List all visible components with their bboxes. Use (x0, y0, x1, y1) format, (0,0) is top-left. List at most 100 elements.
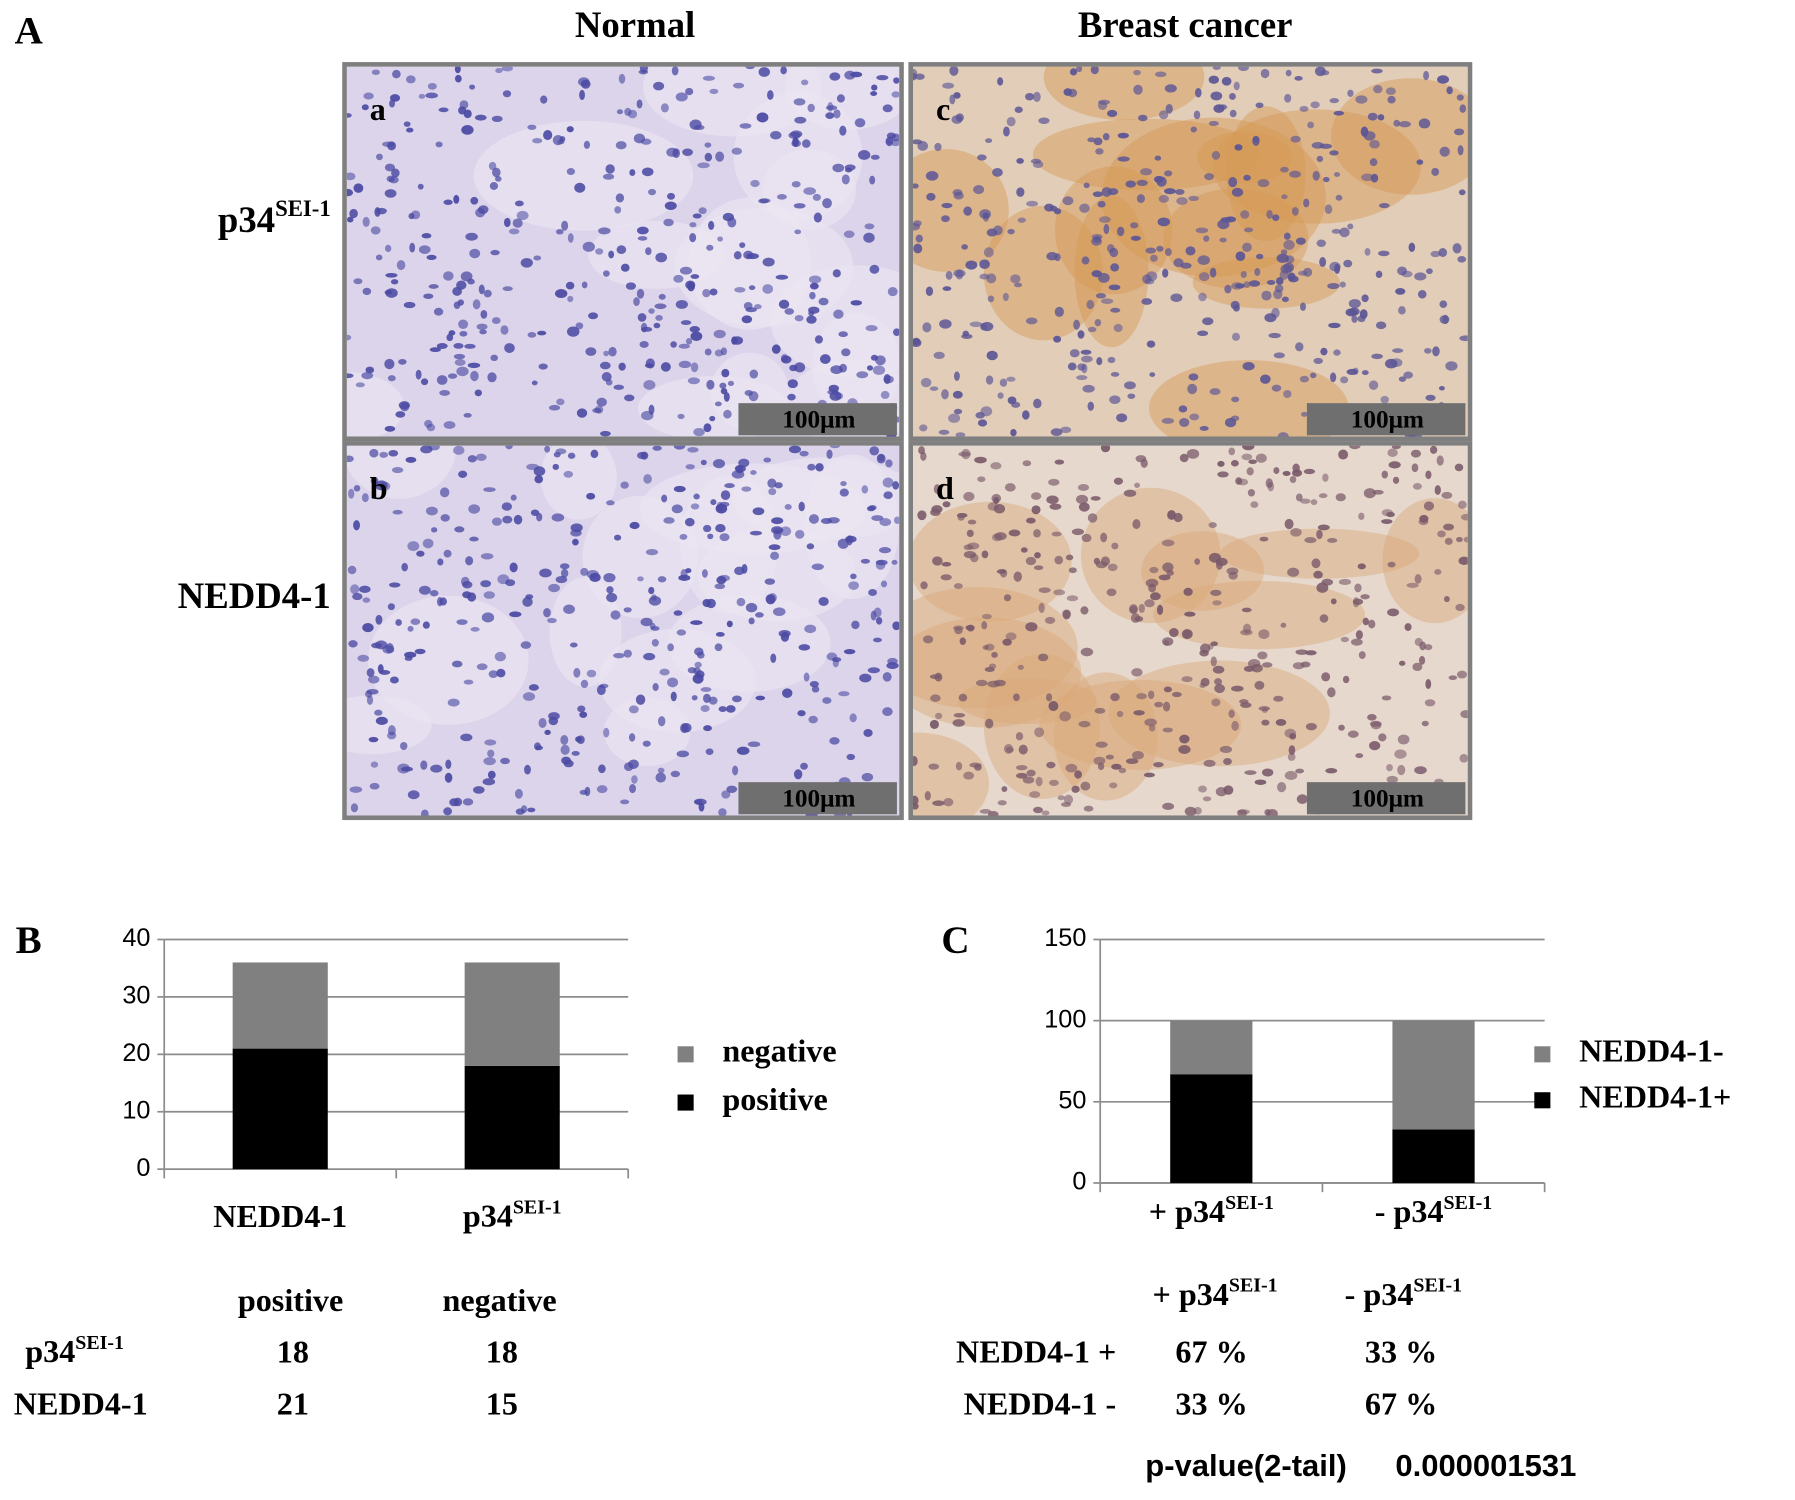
nucleus (1163, 640, 1170, 646)
nucleus (353, 278, 363, 285)
nucleus (1116, 710, 1124, 718)
nucleus (679, 533, 688, 540)
nucleus (677, 413, 685, 420)
nucleus (1417, 289, 1427, 299)
nucleus (1154, 155, 1162, 161)
nucleus (1261, 719, 1270, 726)
nucleus (673, 445, 686, 450)
nucleus (775, 274, 789, 280)
nucleus (1180, 262, 1192, 269)
nucleus (1283, 239, 1295, 250)
nucleus (431, 527, 438, 533)
nucleus (469, 84, 476, 90)
nucleus (371, 69, 380, 75)
nucleus (1231, 396, 1240, 403)
x-tick-label-sup: SEI-1 (513, 1196, 562, 1218)
nucleus (709, 288, 718, 296)
nucleus (844, 167, 853, 173)
nucleus (487, 770, 496, 779)
nucleus (857, 150, 871, 160)
nucleus (1295, 237, 1306, 245)
nucleus (641, 410, 654, 421)
nucleus (574, 182, 586, 193)
nucleus (1149, 254, 1158, 262)
nucleus (1038, 653, 1049, 662)
nucleus (811, 563, 824, 571)
nucleus (501, 66, 513, 72)
tissue-region (1141, 531, 1265, 611)
nucleus (1050, 428, 1063, 436)
nucleus (1002, 292, 1009, 302)
nucleus (1033, 398, 1042, 409)
nucleus (794, 116, 807, 124)
nucleus (715, 523, 726, 533)
nucleus (384, 163, 396, 172)
nucleus (603, 727, 610, 738)
nucleus (1457, 256, 1467, 263)
nucleus (741, 315, 753, 324)
nucleus (771, 517, 784, 525)
micrograph-border (342, 62, 904, 442)
nucleus (1425, 268, 1433, 275)
nucleus (882, 672, 892, 682)
tissue-region (1074, 195, 1149, 348)
nucleus (693, 667, 701, 675)
nucleus (1210, 656, 1217, 667)
panel-label: C (941, 919, 969, 962)
nucleus (1333, 110, 1345, 116)
x-tick-label: - p34SEI-1 (1375, 1191, 1492, 1229)
nucleus (1165, 104, 1173, 114)
nucleus (942, 82, 955, 89)
nucleus (736, 597, 746, 607)
nucleus (893, 77, 900, 84)
micrograph-border (908, 62, 1473, 442)
nucleus (718, 706, 727, 713)
nucleus (771, 344, 781, 354)
nucleus (465, 556, 474, 566)
nucleus (1419, 641, 1427, 651)
nucleus (1219, 745, 1233, 754)
nucleus (748, 285, 756, 291)
nucleus (461, 125, 474, 135)
nucleus (516, 210, 529, 221)
legend-swatch (1534, 1092, 1551, 1109)
nucleus (1285, 69, 1292, 77)
nucleus (488, 670, 498, 679)
nucleus (395, 619, 402, 626)
nucleus (827, 389, 839, 395)
nucleus (748, 391, 759, 402)
nucleus (1164, 84, 1177, 93)
nucleus (538, 363, 548, 370)
nucleus (1358, 512, 1365, 520)
nucleus (1378, 250, 1390, 257)
nucleus (480, 553, 494, 560)
nucleus (1111, 763, 1122, 770)
nucleus (1208, 522, 1217, 528)
nucleus (490, 249, 500, 256)
nucleus (1291, 206, 1299, 216)
nucleus (1339, 281, 1346, 288)
nucleus (502, 515, 513, 524)
nucleus (807, 463, 816, 471)
nucleus (1392, 476, 1400, 484)
nucleus (981, 550, 989, 559)
nucleus (1284, 518, 1294, 530)
nucleus (1194, 558, 1201, 565)
nucleus (869, 446, 880, 456)
nucleus (1105, 754, 1114, 760)
nucleus (997, 392, 1004, 399)
nucleus (1321, 672, 1331, 682)
nucleus (1316, 239, 1326, 248)
nucleus (588, 312, 599, 320)
nucleus (1017, 217, 1026, 223)
nucleus (387, 731, 397, 740)
nucleus (391, 466, 404, 474)
nucleus (690, 503, 700, 510)
nucleus (655, 252, 668, 263)
nucleus (808, 715, 818, 724)
nucleus (1398, 376, 1407, 382)
nucleus (528, 684, 539, 691)
nucleus (1219, 237, 1227, 243)
nucleus (375, 716, 388, 725)
nucleus (714, 583, 726, 590)
